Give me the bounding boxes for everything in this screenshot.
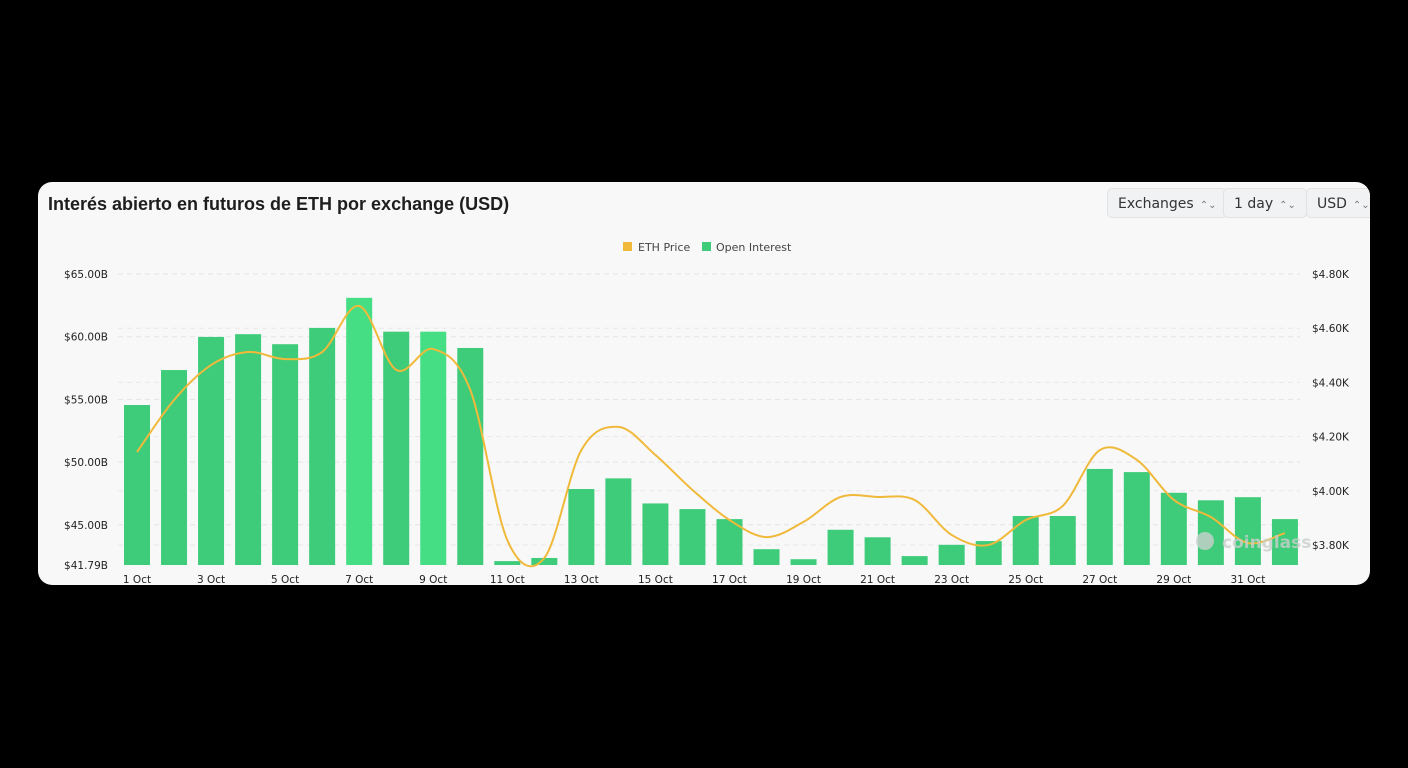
x-tick-label: 11 Oct <box>490 574 525 586</box>
bar-open-interest[interactable] <box>161 370 188 565</box>
bar-open-interest[interactable] <box>975 541 1002 565</box>
x-tick-label: 15 Oct <box>638 574 673 586</box>
x-tick-label: 25 Oct <box>1008 574 1043 586</box>
x-tick-label: 5 Oct <box>271 574 299 586</box>
chevron-up-down-icon: ⌃⌄ <box>1199 200 1217 211</box>
bar-open-interest[interactable] <box>1049 515 1076 565</box>
y-left-tick-label: $41.79B <box>64 560 108 572</box>
x-tick-label: 29 Oct <box>1156 574 1191 586</box>
bar-open-interest[interactable] <box>901 556 928 565</box>
bar-open-interest[interactable] <box>827 529 854 565</box>
bar-open-interest[interactable] <box>1123 472 1150 565</box>
legend-swatch-open-interest <box>702 242 711 251</box>
bar-open-interest[interactable] <box>457 347 484 565</box>
x-tick-label: 7 Oct <box>345 574 373 586</box>
select-label: USD <box>1317 196 1347 212</box>
legend-open-interest[interactable]: Open Interest <box>716 241 792 254</box>
bar-open-interest[interactable] <box>420 331 447 565</box>
x-tick-label: 9 Oct <box>419 574 447 586</box>
select-label: Exchanges <box>1118 196 1194 212</box>
bar-open-interest[interactable] <box>1086 468 1113 565</box>
bar-open-interest[interactable] <box>1012 515 1039 565</box>
bar-open-interest[interactable] <box>1160 492 1187 565</box>
bar-open-interest[interactable] <box>605 478 632 565</box>
y-right-tick-label: $3.80K <box>1312 540 1350 552</box>
bar-open-interest[interactable] <box>1234 497 1261 565</box>
x-tick-label: 19 Oct <box>786 574 821 586</box>
y-right-tick-label: $4.80K <box>1312 269 1350 281</box>
bar-open-interest[interactable] <box>790 559 817 565</box>
watermark: coinglass <box>1222 533 1311 553</box>
bar-open-interest[interactable] <box>568 489 595 565</box>
interval-select[interactable]: 1 day ⌃⌄ <box>1223 188 1307 218</box>
chevron-up-down-icon: ⌃⌄ <box>1279 200 1296 211</box>
bar-open-interest[interactable] <box>124 405 150 565</box>
bar-open-interest[interactable] <box>383 331 410 565</box>
y-left-tick-label: $60.00B <box>64 332 108 344</box>
line-eth-price[interactable] <box>136 304 1286 568</box>
bar-open-interest[interactable] <box>235 334 262 565</box>
select-label: 1 day <box>1234 196 1274 212</box>
y-left-tick-label: $55.00B <box>64 394 108 406</box>
x-tick-label: 1 Oct <box>123 574 151 586</box>
bar-open-interest[interactable] <box>1271 519 1298 565</box>
x-tick-label: 3 Oct <box>197 574 225 586</box>
x-tick-label: 21 Oct <box>860 574 895 586</box>
y-left-tick-label: $65.00B <box>64 269 108 281</box>
x-tick-label: 27 Oct <box>1082 574 1117 586</box>
bar-open-interest[interactable] <box>309 327 336 565</box>
x-tick-label: 23 Oct <box>934 574 969 586</box>
bar-open-interest[interactable] <box>198 336 225 565</box>
y-left-tick-label: $50.00B <box>64 457 108 469</box>
legend-eth-price[interactable]: ETH Price <box>638 241 691 254</box>
y-right-tick-label: $4.20K <box>1312 432 1350 444</box>
bar-open-interest[interactable] <box>716 519 743 565</box>
coinglass-logo-icon <box>1196 532 1214 550</box>
bar-open-interest[interactable] <box>272 344 299 565</box>
x-tick-label: 31 Oct <box>1230 574 1265 586</box>
y-right-tick-label: $4.60K <box>1312 323 1350 335</box>
bar-open-interest[interactable] <box>753 549 780 565</box>
legend-swatch-eth-price <box>623 242 632 251</box>
bar-open-interest[interactable] <box>679 509 706 565</box>
bar-open-interest[interactable] <box>642 503 669 565</box>
y-right-tick-label: $4.00K <box>1312 486 1350 498</box>
currency-select[interactable]: USD ⌃⌄ <box>1306 188 1370 218</box>
exchanges-select[interactable]: Exchanges ⌃⌄ <box>1107 188 1228 218</box>
bar-open-interest[interactable] <box>494 561 521 565</box>
bar-open-interest[interactable] <box>938 544 965 565</box>
bar-open-interest[interactable] <box>864 537 891 565</box>
x-tick-label: 13 Oct <box>564 574 599 586</box>
chevron-up-down-icon: ⌃⌄ <box>1352 200 1370 211</box>
chart-title: Interés abierto en futuros de ETH por ex… <box>48 194 510 214</box>
y-left-tick-label: $45.00B <box>64 520 108 532</box>
x-tick-label: 17 Oct <box>712 574 747 586</box>
bar-open-interest[interactable] <box>346 297 373 565</box>
y-right-tick-label: $4.40K <box>1312 377 1350 389</box>
bar-open-interest[interactable] <box>531 557 558 565</box>
